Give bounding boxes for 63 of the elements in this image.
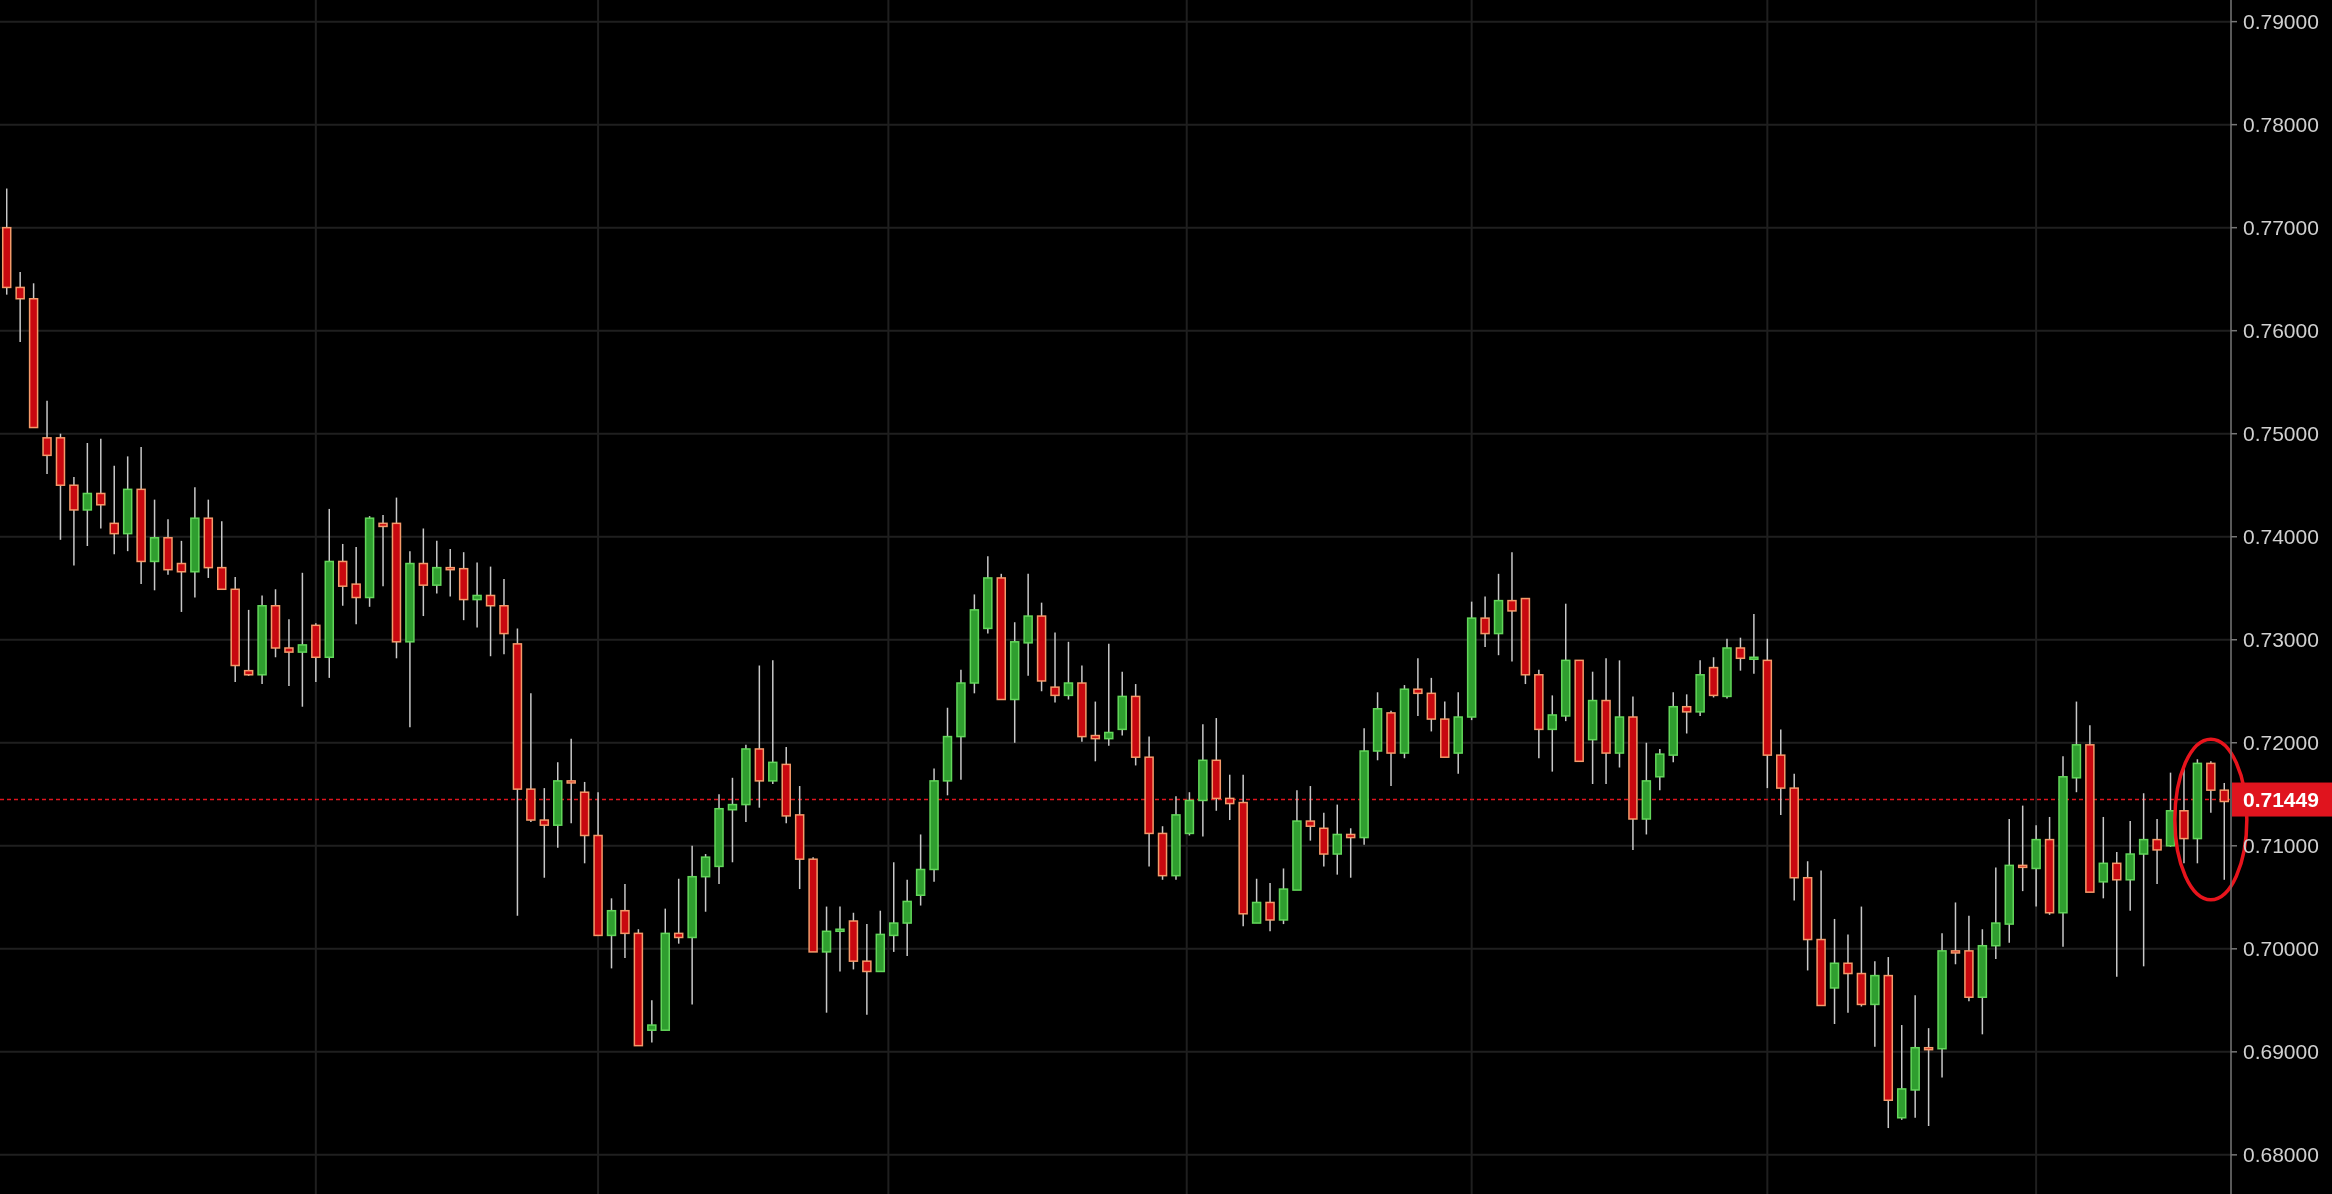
candlestick xyxy=(835,905,845,973)
y-tick-label: 0.74000 xyxy=(2243,525,2319,549)
y-tick-label: 0.72000 xyxy=(2243,731,2319,755)
candlestick xyxy=(243,609,254,677)
candlestick xyxy=(1843,933,1853,1014)
candlestick xyxy=(445,548,455,598)
candlestick xyxy=(1507,551,1517,663)
candlestick xyxy=(700,853,711,913)
candlestick xyxy=(1332,803,1343,876)
candlestick xyxy=(1104,643,1114,747)
candlestick xyxy=(2138,792,2149,968)
candlestick xyxy=(96,438,106,530)
candlestick xyxy=(2098,816,2109,900)
candlestick xyxy=(1735,636,1746,672)
candlestick xyxy=(2112,851,2122,978)
y-tick-label: 0.70000 xyxy=(2243,937,2319,961)
candlestick xyxy=(1063,641,1074,701)
candlestick xyxy=(485,565,496,657)
candlestick xyxy=(1265,882,1275,933)
candlestick xyxy=(378,514,388,587)
y-tick-label: 0.79000 xyxy=(2243,9,2319,33)
candlestick xyxy=(1050,631,1060,704)
candlestick xyxy=(768,659,778,785)
candlestick xyxy=(109,464,119,555)
candlestick xyxy=(432,540,442,595)
candlestick xyxy=(1251,878,1262,924)
candlestick xyxy=(15,271,25,343)
candlestick xyxy=(1413,657,1423,717)
candlestick xyxy=(82,442,93,547)
candlestick xyxy=(1480,595,1490,648)
y-tick-label: 0.77000 xyxy=(2243,216,2319,240)
candlestick xyxy=(217,520,227,591)
candlestick xyxy=(1681,693,1692,735)
candlestick xyxy=(149,498,160,592)
y-tick-label: 0.69000 xyxy=(2243,1040,2319,1064)
y-tick-label: 0.68000 xyxy=(2243,1143,2319,1167)
candlestick xyxy=(2152,818,2162,885)
candlestick xyxy=(284,618,294,687)
candlestick xyxy=(620,883,630,959)
candlestick xyxy=(862,923,872,1016)
candlestick xyxy=(888,861,899,953)
candlestick xyxy=(42,400,52,475)
candlestick xyxy=(1991,866,2001,960)
candlestick xyxy=(418,527,429,617)
y-tick-label: 0.75000 xyxy=(2243,422,2319,446)
candlestick xyxy=(1950,901,1961,966)
candlestick xyxy=(1655,748,1665,791)
candlestick xyxy=(539,787,550,879)
candlestick xyxy=(351,546,361,626)
candlestick xyxy=(902,879,912,957)
candlestick xyxy=(472,561,482,629)
y-tick-label: 0.78000 xyxy=(2243,113,2319,136)
y-tick-label: 0.73000 xyxy=(2243,628,2319,652)
candlestick xyxy=(297,572,308,708)
candlestick xyxy=(1547,694,1558,773)
candlestick xyxy=(566,737,576,824)
ref-line-label: 0.71449 xyxy=(2243,787,2319,811)
candlestick xyxy=(176,540,187,613)
candlestick xyxy=(1305,785,1316,842)
candlestick xyxy=(647,999,657,1044)
candlestick xyxy=(1749,613,1759,675)
y-tick-label: 0.76000 xyxy=(2243,319,2319,343)
candlestick xyxy=(821,905,832,1014)
